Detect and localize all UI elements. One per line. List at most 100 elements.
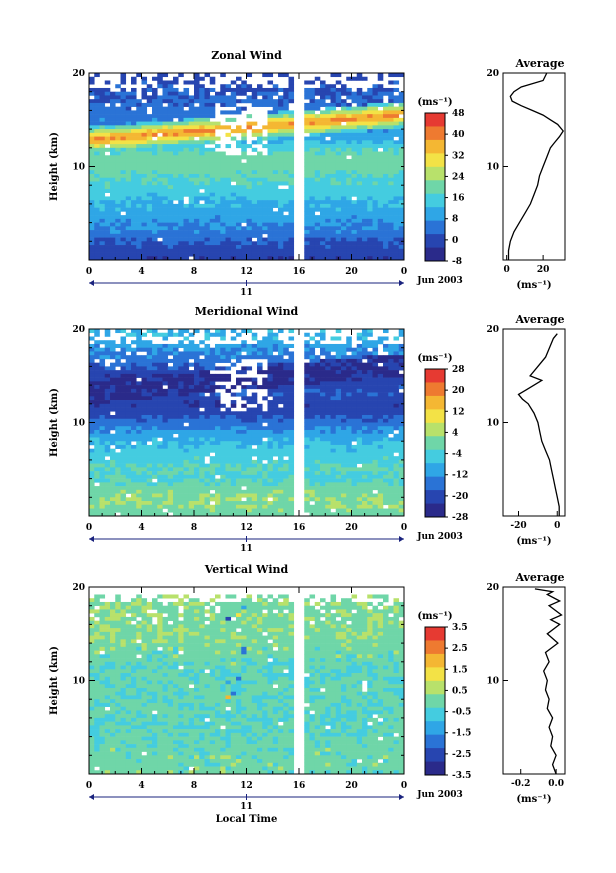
heatmap-cell xyxy=(341,489,347,494)
heatmap-cell xyxy=(257,140,263,145)
heatmap-cell xyxy=(346,482,352,487)
heatmap-cell xyxy=(220,452,226,457)
heatmap-cell xyxy=(94,121,100,126)
heatmap-cell xyxy=(131,110,137,115)
heatmap-cell xyxy=(136,373,142,378)
heatmap-cell xyxy=(241,170,247,175)
heatmap-cell xyxy=(356,448,363,453)
heatmap-cell xyxy=(188,482,195,487)
heatmap-cell xyxy=(388,230,394,235)
heatmap-cell xyxy=(220,467,226,472)
heatmap-cell xyxy=(335,144,342,149)
heatmap-cell xyxy=(167,256,174,261)
heatmap-cell xyxy=(183,155,190,160)
heatmap-cell xyxy=(141,203,148,208)
heatmap-cell xyxy=(120,166,127,171)
heatmap-cell xyxy=(398,241,405,246)
heatmap-cell xyxy=(141,370,148,375)
heatmap-cell xyxy=(320,347,326,352)
heatmap-cell xyxy=(288,329,295,334)
heatmap-cell xyxy=(251,196,258,201)
heatmap-cell xyxy=(120,456,127,461)
heatmap-cell xyxy=(325,459,331,464)
heatmap-cell xyxy=(230,351,237,356)
heatmap-cell xyxy=(230,355,237,360)
heatmap-cell xyxy=(146,422,153,427)
heatmap-cell xyxy=(136,437,142,442)
heatmap-cell xyxy=(351,121,358,126)
heatmap-cell xyxy=(288,478,295,483)
heatmap-cell xyxy=(131,185,137,190)
heatmap-cell xyxy=(110,147,116,152)
heatmap-cell xyxy=(120,362,127,367)
heatmap-cell xyxy=(351,463,358,468)
heatmap-cell xyxy=(131,196,137,201)
heatmap-cell xyxy=(356,177,363,182)
heatmap-cell xyxy=(188,392,195,397)
heatmap-cell xyxy=(167,459,174,464)
heatmap-cell xyxy=(304,486,310,491)
heatmap-cell xyxy=(325,121,331,126)
heatmap-cell xyxy=(314,230,321,235)
heatmap-cell xyxy=(272,489,279,494)
heatmap-cell xyxy=(367,452,373,457)
heatmap-cell xyxy=(288,381,295,386)
heatmap-cell xyxy=(99,211,106,216)
heatmap-cell xyxy=(362,241,368,246)
heatmap-cell xyxy=(199,347,205,352)
heatmap-cell xyxy=(288,132,295,137)
heatmap-cell xyxy=(330,226,337,231)
heatmap-cell xyxy=(351,237,358,242)
heatmap-cell xyxy=(99,196,106,201)
heatmap-cell xyxy=(141,110,148,115)
heatmap-cell xyxy=(346,486,352,491)
heatmap-cell xyxy=(314,489,321,494)
heatmap-cell xyxy=(152,422,158,427)
heatmap-cell xyxy=(204,230,211,235)
heatmap-cell xyxy=(309,437,316,442)
heatmap-cell xyxy=(372,471,379,476)
heatmap-cell xyxy=(99,422,106,427)
heatmap-cell xyxy=(262,336,268,341)
heatmap-cell xyxy=(377,358,384,363)
heatmap-cell xyxy=(356,336,363,341)
heatmap-cell xyxy=(136,347,142,352)
heatmap-cell xyxy=(304,347,310,352)
heatmap-cell xyxy=(157,456,163,461)
heatmap-cell xyxy=(398,347,405,352)
heatmap-cell xyxy=(372,203,379,208)
heatmap-cell xyxy=(152,170,158,175)
heatmap-cell xyxy=(346,388,352,393)
heatmap-cell xyxy=(262,351,268,356)
heatmap-cell xyxy=(167,433,174,438)
heatmap-cell xyxy=(283,403,289,408)
heatmap-cell xyxy=(241,448,247,453)
heatmap-cell xyxy=(351,222,358,227)
heatmap-cell xyxy=(314,91,321,96)
heatmap-cell xyxy=(241,444,247,449)
heatmap-cell xyxy=(309,433,316,438)
heatmap-cell xyxy=(236,241,242,246)
heatmap-cell xyxy=(146,388,153,393)
heatmap-cell xyxy=(236,125,242,130)
heatmap-cell xyxy=(288,177,295,182)
heatmap-cell xyxy=(372,252,379,257)
heatmap-cell xyxy=(194,256,200,261)
heatmap-cell xyxy=(351,373,358,378)
heatmap-cell xyxy=(131,147,137,152)
heatmap-cell xyxy=(136,332,142,337)
heatmap-cell xyxy=(157,222,163,227)
heatmap-cell xyxy=(367,422,373,427)
heatmap-cell xyxy=(110,415,116,420)
heatmap-cell xyxy=(110,192,116,197)
heatmap-cell xyxy=(115,388,121,393)
heatmap-cell xyxy=(267,218,274,223)
heatmap-cell xyxy=(194,400,200,405)
heatmap-cell xyxy=(288,196,295,201)
heatmap-cell xyxy=(283,377,289,382)
heatmap-cell xyxy=(372,218,379,223)
heatmap-cell xyxy=(362,207,368,212)
heatmap-cell xyxy=(178,482,184,487)
heatmap-cell xyxy=(383,237,389,242)
heatmap-cell xyxy=(383,159,389,164)
